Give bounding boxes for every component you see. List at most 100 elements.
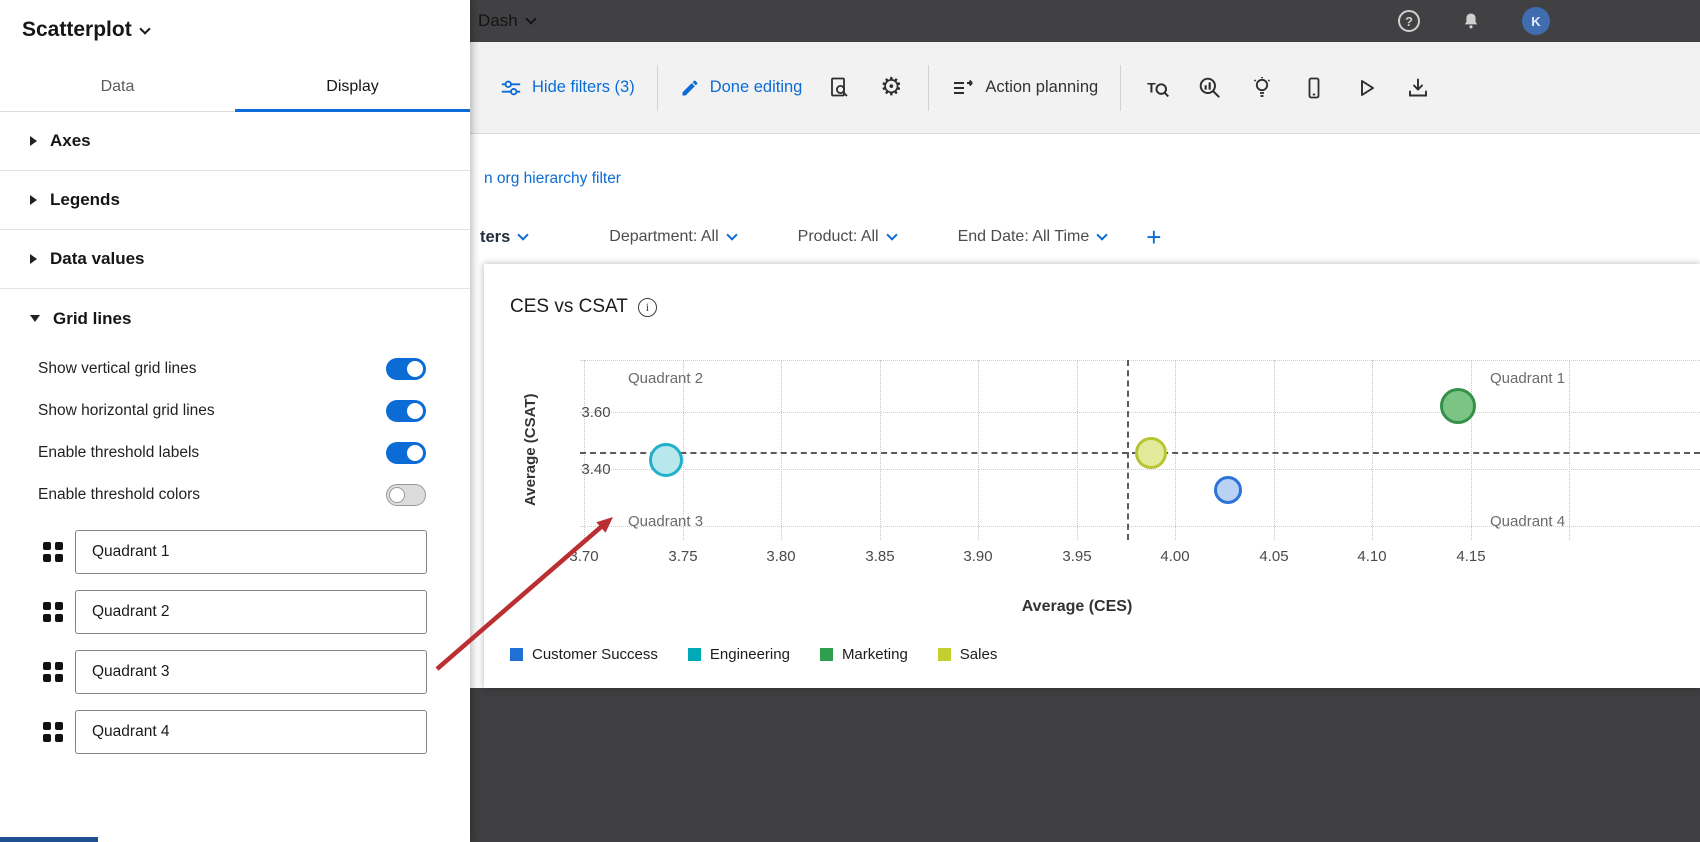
dashboard-name-menu[interactable]: Dash	[478, 11, 537, 31]
filter-bar: ters Department: All Product: All End Da…	[470, 214, 1700, 260]
filter-product[interactable]: Product: All	[798, 228, 898, 246]
h-gridline	[580, 412, 1700, 413]
quadrant-2-row: Quadrant 2	[0, 582, 470, 642]
tab-display[interactable]: Display	[235, 62, 470, 112]
quadrant-1-row: Quadrant 1	[0, 522, 470, 582]
filter-sliders-icon	[501, 80, 521, 95]
legend-item-engineering[interactable]: Engineering	[687, 646, 790, 663]
threshold-labels-toggle[interactable]	[386, 442, 426, 464]
legend-swatch	[687, 648, 701, 661]
info-icon[interactable]: i	[637, 297, 657, 317]
hide-filters-button[interactable]: Hide filters (3)	[500, 77, 635, 99]
x-tick-label: 3.75	[668, 548, 698, 565]
drag-handle-icon[interactable]	[42, 601, 64, 623]
threshold-colors-toggle[interactable]	[386, 484, 426, 506]
v-gridline	[683, 360, 684, 540]
dashboard-toolbar: Hide filters (3) Done editing ⚙ Action p…	[470, 42, 1700, 134]
chevron-down-icon	[517, 229, 529, 241]
chevron-right-icon	[30, 254, 37, 264]
notifications-bell-icon[interactable]	[1456, 6, 1486, 36]
widget-type-dropdown[interactable]: Scatterplot	[0, 0, 470, 42]
v-gridline	[1077, 360, 1078, 540]
add-filter-button[interactable]: +	[1146, 222, 1162, 252]
toggle-knob	[407, 361, 423, 377]
toggle-row-horizontal-grid: Show horizontal grid lines	[0, 390, 470, 432]
y-axis-title: Average (CSAT)	[522, 393, 539, 507]
org-hierarchy-filter-link[interactable]: n org hierarchy filter	[484, 170, 621, 187]
drag-handle-icon[interactable]	[42, 661, 64, 683]
bubble-engineering[interactable]	[649, 443, 683, 477]
threshold-line-vertical	[1127, 360, 1129, 540]
section-data-values[interactable]: Data values	[0, 230, 470, 289]
y-tick-label: 3.40	[581, 461, 611, 478]
dashboard-name: Dash	[478, 11, 518, 30]
panel-bottom-accent	[0, 837, 98, 842]
filter-end-date[interactable]: End Date: All Time	[958, 228, 1108, 246]
x-tick-label: 3.95	[1062, 548, 1092, 565]
h-gridline	[580, 469, 1700, 470]
x-tick-label: 3.80	[766, 548, 796, 565]
chevron-right-icon	[30, 195, 37, 205]
legend-item-marketing[interactable]: Marketing	[819, 646, 908, 663]
quadrant-4-input[interactable]: Quadrant 4	[75, 710, 427, 754]
section-grid-lines[interactable]: Grid lines	[0, 289, 470, 348]
v-gridline	[1471, 360, 1472, 540]
bubble-sales[interactable]	[1135, 437, 1167, 469]
help-icon[interactable]: ?	[1398, 10, 1420, 32]
legend-item-sales[interactable]: Sales	[937, 646, 997, 663]
play-export-icon[interactable]	[1351, 73, 1381, 103]
legend-swatch	[819, 648, 833, 661]
x-tick-label: 3.70	[569, 548, 599, 565]
chart-legend: Customer Success Engineering Marketing S…	[510, 646, 997, 663]
drag-handle-icon[interactable]	[42, 721, 64, 743]
x-tick-label: 4.05	[1259, 548, 1289, 565]
x-tick-label: 4.10	[1357, 548, 1387, 565]
x-tick-label: 4.15	[1456, 548, 1486, 565]
drag-handle-icon[interactable]	[42, 541, 64, 563]
legend-item-customer-success[interactable]: Customer Success	[510, 646, 658, 663]
text-zoom-icon[interactable]: T	[1143, 73, 1173, 103]
h-gridline	[580, 526, 1700, 527]
lightbulb-icon[interactable]	[1247, 73, 1277, 103]
chevron-down-icon	[726, 229, 738, 241]
v-gridline	[1372, 360, 1373, 540]
v-gridline	[1569, 360, 1570, 540]
x-tick-label: 3.90	[963, 548, 993, 565]
filter-department[interactable]: Department: All	[609, 228, 738, 246]
mobile-preview-icon[interactable]	[1299, 73, 1329, 103]
done-editing-button[interactable]: Done editing	[680, 78, 802, 98]
plot-area	[580, 360, 1700, 540]
settings-gear-icon[interactable]: ⚙	[880, 73, 903, 101]
quadrant-1-input[interactable]: Quadrant 1	[75, 530, 427, 574]
bubble-customer-success[interactable]	[1214, 476, 1242, 504]
download-icon[interactable]	[1403, 73, 1433, 103]
section-legends[interactable]: Legends	[0, 171, 470, 230]
vertical-grid-toggle[interactable]	[386, 358, 426, 380]
chart-title: CES vs CSAT	[510, 296, 628, 317]
bubble-marketing[interactable]	[1440, 388, 1476, 424]
panel-tabs: Data Display	[0, 62, 470, 112]
widget-type-label: Scatterplot	[22, 18, 132, 41]
chevron-right-icon	[30, 136, 37, 146]
chevron-down-icon	[139, 23, 151, 35]
filters-group-dropdown[interactable]: ters	[480, 228, 529, 247]
scatterplot-widget-card[interactable]: CES vs CSAT i Quadrant 2	[484, 264, 1700, 688]
dim-overlay	[470, 688, 1700, 842]
tab-data[interactable]: Data	[100, 77, 135, 95]
quadrant-2-input[interactable]: Quadrant 2	[75, 590, 427, 634]
horizontal-grid-toggle[interactable]	[386, 400, 426, 422]
v-gridline	[978, 360, 979, 540]
section-axes[interactable]: Axes	[0, 112, 470, 171]
x-tick-label: 4.00	[1160, 548, 1190, 565]
h-gridline	[580, 360, 1700, 361]
quadrant-3-label: Quadrant 3	[628, 513, 704, 530]
action-planning-button[interactable]: Action planning	[951, 76, 1098, 100]
chart-zoom-icon[interactable]	[1195, 73, 1225, 103]
quadrant-3-input[interactable]: Quadrant 3	[75, 650, 427, 694]
quadrant-4-row: Quadrant 4	[0, 702, 470, 762]
user-avatar[interactable]: K	[1522, 7, 1550, 35]
toggle-row-vertical-grid: Show vertical grid lines	[0, 348, 470, 390]
legend-swatch	[937, 648, 951, 661]
page-preview-icon[interactable]	[824, 73, 854, 103]
